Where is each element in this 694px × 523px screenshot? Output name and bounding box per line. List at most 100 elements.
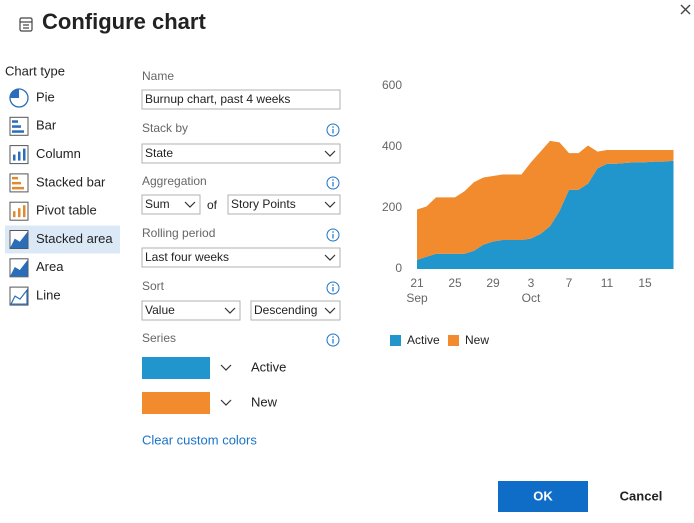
aggregation-function-select-value: Sum	[145, 197, 170, 211]
stack-by-select-box	[141, 143, 341, 164]
info-circle	[326, 333, 340, 347]
aggregation-field-select-value: Story Points	[231, 197, 296, 211]
chart-type-option[interactable]: Column	[9, 145, 81, 165]
x-tick-label: 11	[601, 276, 614, 290]
type-icon-bar	[12, 181, 21, 185]
aggregation-function-select[interactable]: Sum	[141, 194, 201, 215]
series-name: New	[251, 394, 278, 409]
legend-swatch	[448, 335, 459, 346]
type-icon-bar	[18, 151, 21, 161]
info-circle	[326, 281, 340, 295]
x-tick-label: 15	[638, 276, 652, 290]
ok-button-bg	[498, 481, 588, 512]
sort-field-select-box	[141, 300, 241, 321]
sort-order-select-box	[250, 300, 341, 321]
y-tick-label: 200	[382, 200, 402, 214]
pie-slice	[10, 89, 19, 98]
info-circle	[326, 228, 340, 242]
type-icon	[9, 286, 29, 306]
rolling-period-select[interactable]: Last four weeks	[141, 247, 341, 268]
chevron	[324, 307, 336, 314]
info-icon[interactable]	[326, 333, 340, 347]
stack-by-select-value: State	[145, 146, 173, 160]
chevron	[184, 201, 196, 208]
aggregation-function-select-box	[141, 194, 201, 215]
chart-type-name: Area	[36, 259, 64, 274]
name-input-value: Burnup chart, past 4 weeks	[145, 92, 290, 106]
chart-type-name: Column	[36, 146, 81, 161]
title-icon	[19, 17, 33, 32]
info-circle	[326, 176, 340, 190]
info-circle	[326, 123, 340, 137]
type-icon-area	[10, 260, 28, 277]
rolling-period-select-box	[141, 247, 341, 268]
chart-type-option[interactable]: Stacked bar	[9, 173, 106, 193]
type-icon-bar	[23, 148, 26, 161]
x-tick-label: 21 Sep	[406, 276, 428, 305]
info-dot	[332, 126, 334, 128]
series-color-swatch[interactable]	[142, 357, 210, 379]
type-icon-bar	[12, 130, 24, 133]
info-dot	[332, 231, 334, 233]
chart-type-option[interactable]: Stacked area	[5, 225, 120, 254]
y-tick-label: 0	[395, 261, 402, 275]
y-tick-label: 600	[382, 78, 402, 92]
info-icon[interactable]	[326, 123, 340, 137]
field-label: Aggregation	[142, 174, 207, 188]
info-icon[interactable]	[326, 281, 340, 295]
info-icon[interactable]	[326, 176, 340, 190]
rolling-period-select-value: Last four weeks	[145, 250, 229, 264]
chart-type-name: Bar	[36, 118, 57, 133]
sort-field-select-value: Value	[145, 303, 175, 317]
aggregation-field-select[interactable]: Story Points	[227, 194, 341, 215]
area	[417, 140, 674, 260]
legend-label: Active	[407, 333, 440, 347]
name-input[interactable]: Burnup chart, past 4 weeks	[141, 89, 341, 110]
type-icon-bar	[18, 208, 21, 218]
chart-type-name: Stacked bar	[36, 174, 106, 189]
series-color-chevron	[220, 364, 232, 371]
chart-type-name: Line	[36, 288, 61, 303]
series-color-chevron	[220, 399, 232, 406]
type-icon-bar	[23, 205, 26, 218]
chart-type-option[interactable]: Area	[9, 258, 64, 278]
chart-type-option[interactable]: Pivot table	[9, 201, 97, 221]
chart-type-option[interactable]: Pie	[9, 88, 55, 108]
sort-field-select[interactable]: Value	[141, 300, 241, 321]
x-tick-label: 29	[486, 276, 500, 290]
info-icon[interactable]	[326, 228, 340, 242]
x-tick-label: 3 Oct	[522, 276, 541, 305]
x-tick-label: 25	[448, 276, 462, 290]
clear-custom-colors-link[interactable]: Clear custom colors	[142, 432, 257, 447]
x-tick-label: 7	[566, 276, 573, 290]
ok-button[interactable]: OK	[498, 481, 588, 512]
chart-type-option[interactable]: Bar	[9, 116, 57, 136]
field-label: Sort	[142, 279, 165, 293]
dialog-title: Configure chart	[42, 9, 206, 34]
chevron	[324, 254, 336, 261]
y-tick-label: 400	[382, 139, 402, 153]
close-button[interactable]	[680, 4, 691, 15]
chevron	[224, 307, 236, 314]
ok-button-label: OK	[533, 488, 553, 503]
type-icon-area	[10, 231, 28, 249]
type-icon-bar	[13, 154, 16, 161]
info-dot	[332, 336, 334, 338]
stack-by-select[interactable]: State	[141, 143, 341, 164]
type-icon-bar	[12, 125, 21, 128]
sort-order-select[interactable]: Descending	[250, 300, 341, 321]
chart-type-option[interactable]: Line	[9, 286, 61, 306]
series-color-swatch[interactable]	[142, 392, 210, 414]
type-icon-bar	[12, 120, 18, 123]
field-label: Series	[142, 331, 176, 345]
legend-label: New	[465, 333, 489, 347]
type-icon-bar	[13, 211, 16, 218]
of-text: of	[207, 198, 218, 212]
cancel-button[interactable]: Cancel	[620, 488, 663, 503]
chart-type-name: Stacked area	[36, 231, 113, 246]
name-input-box	[141, 89, 341, 110]
field-label: Stack by	[142, 121, 188, 135]
chart-type-name: Pivot table	[36, 203, 97, 218]
chart-type-name: Pie	[36, 89, 55, 104]
